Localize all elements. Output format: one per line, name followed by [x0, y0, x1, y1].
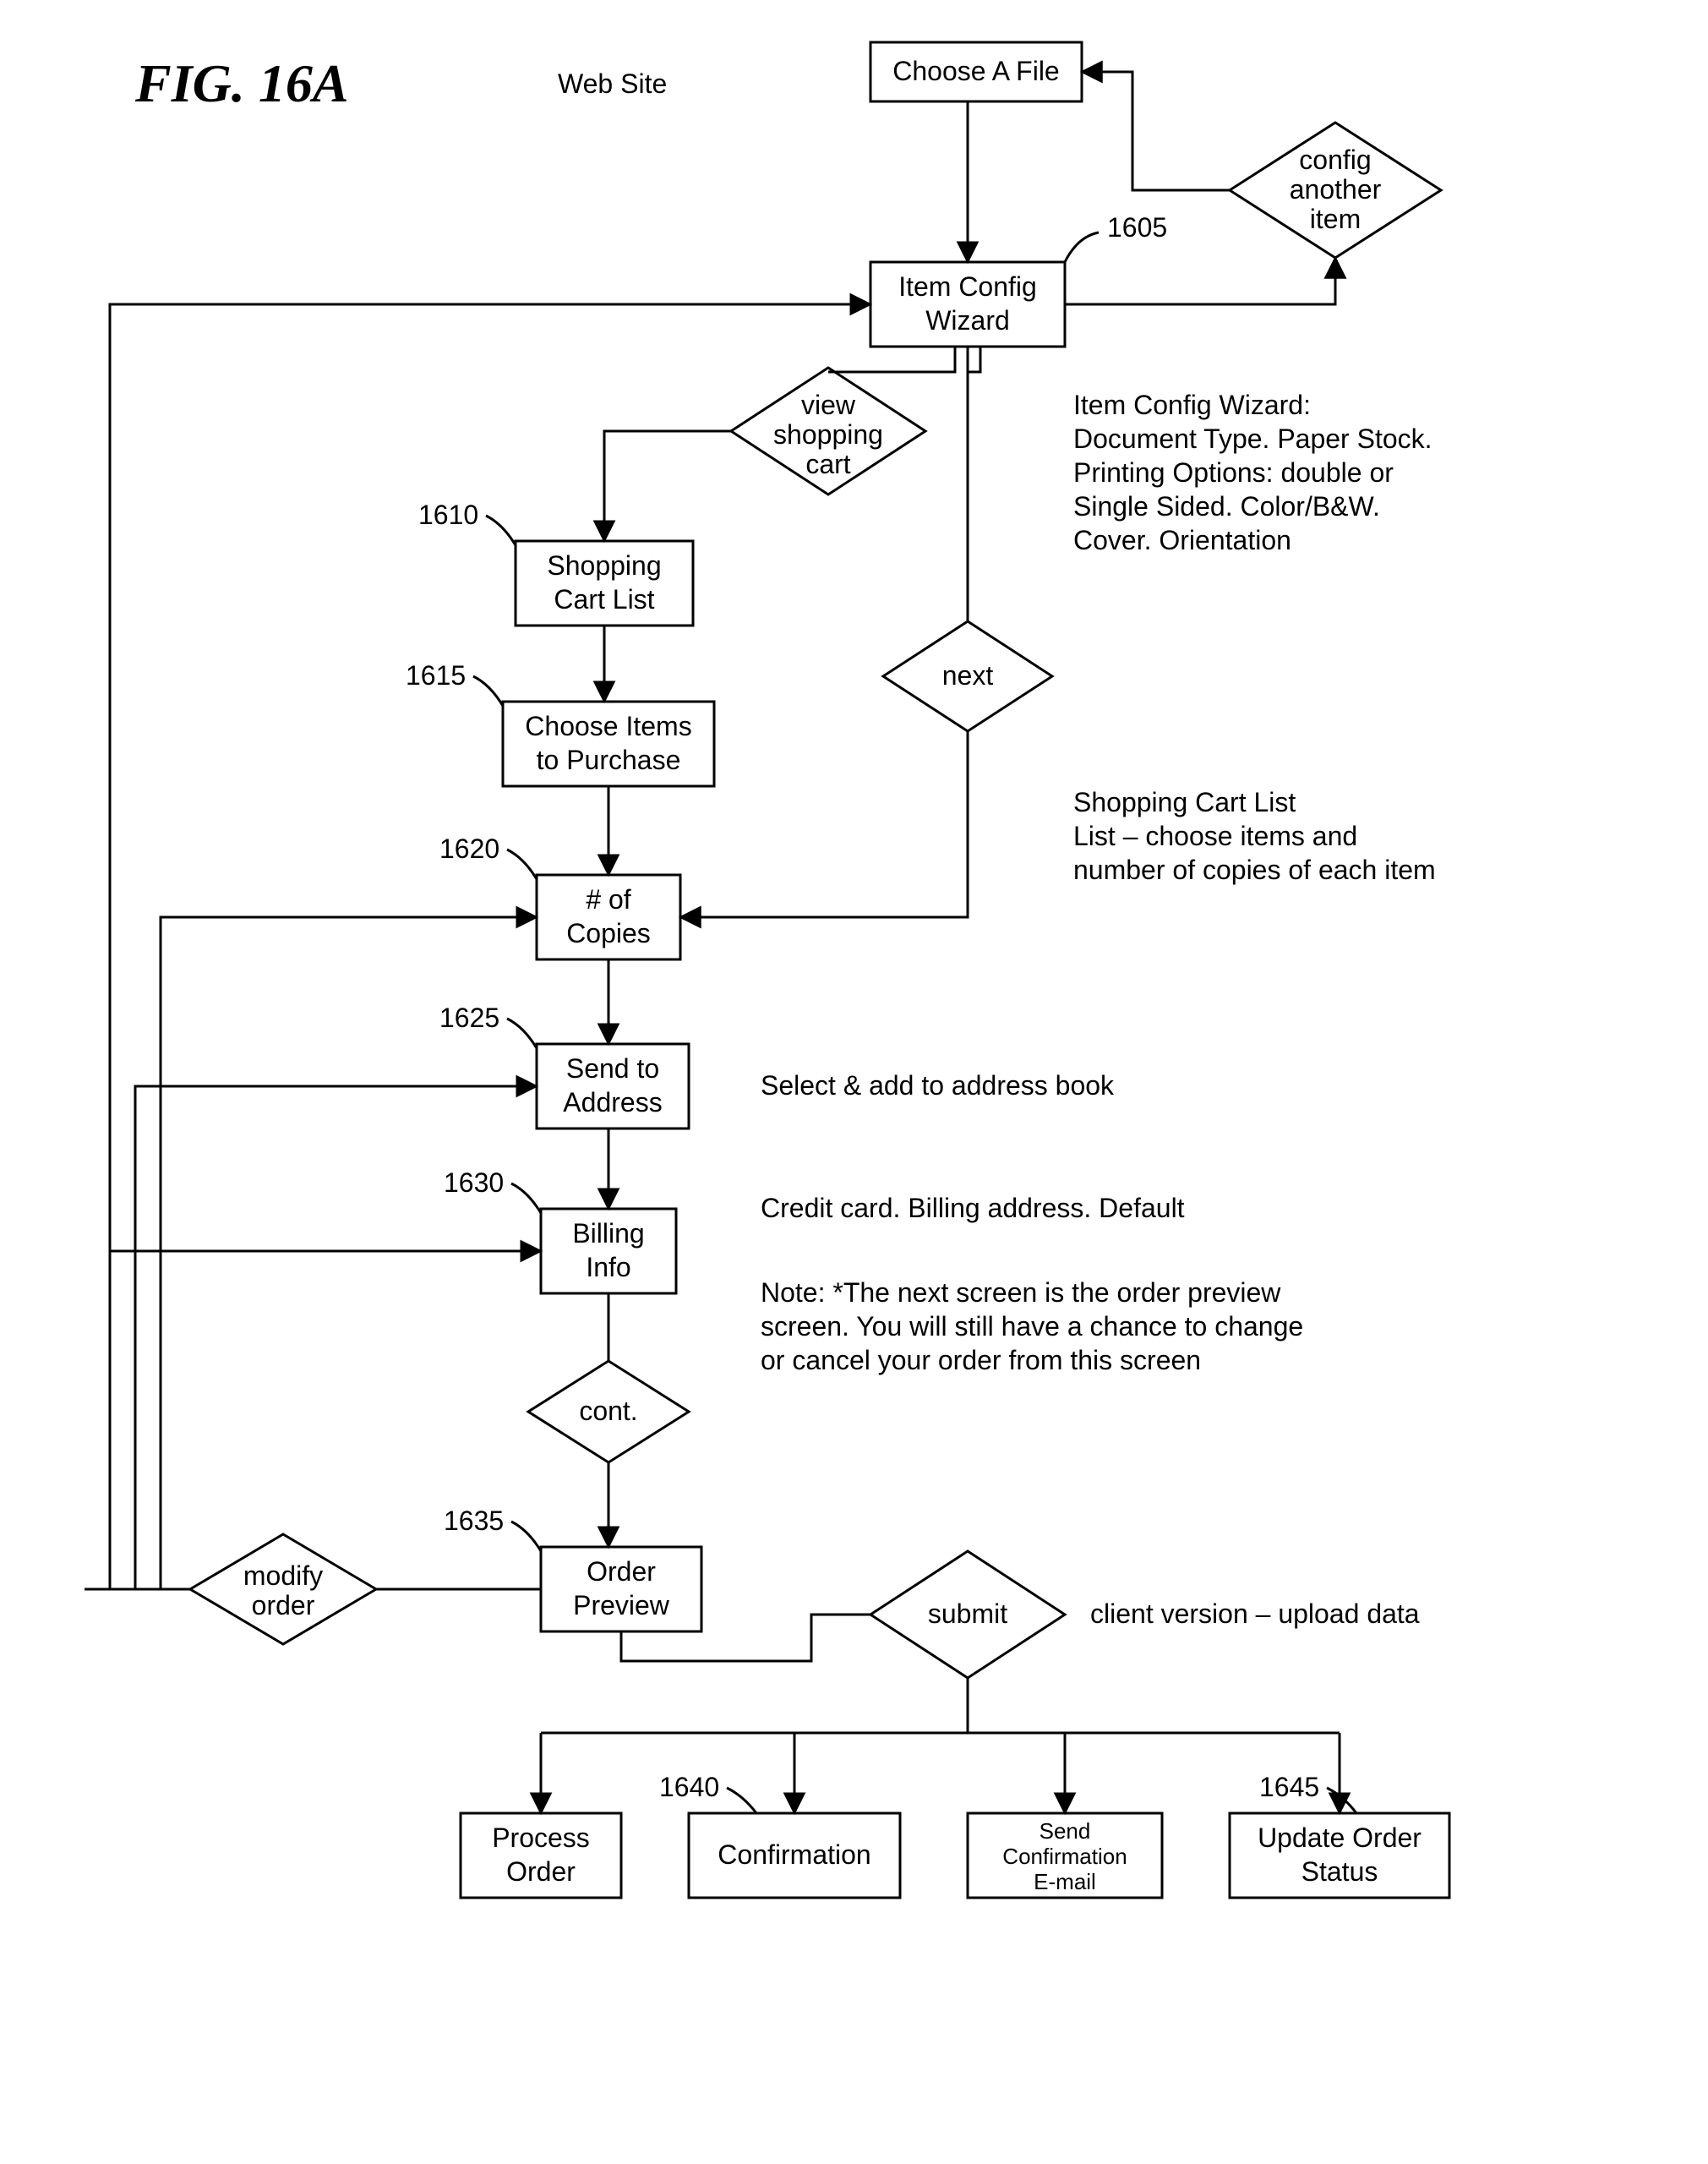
svg-text:Send to: Send to — [566, 1053, 659, 1084]
node-choose-items: Choose Items to Purchase — [503, 702, 714, 786]
svg-text:client version – upload data: client version – upload data — [1090, 1598, 1420, 1629]
annotation-billing: Credit card. Billing address. Default — [761, 1193, 1185, 1223]
svg-text:another: another — [1290, 174, 1382, 205]
decision-config-another-item: config another item — [1230, 123, 1441, 258]
svg-text:modify: modify — [243, 1560, 323, 1591]
svg-text:Copies: Copies — [566, 918, 651, 948]
svg-text:# of: # of — [586, 884, 630, 915]
svg-text:screen. You will still have a: screen. You will still have a chance to … — [761, 1311, 1303, 1342]
svg-text:view: view — [801, 390, 856, 420]
svg-text:Choose A File: Choose A File — [892, 56, 1059, 86]
ref-1620: 1620 — [439, 833, 499, 864]
node-shopping-cart-list: Shopping Cart List — [516, 541, 693, 626]
ref-1610: 1610 — [418, 500, 478, 530]
svg-text:E-mail: E-mail — [1034, 1869, 1096, 1894]
node-billing-info: Billing Info — [541, 1209, 676, 1293]
svg-text:item: item — [1310, 204, 1361, 234]
svg-text:submit: submit — [928, 1598, 1007, 1629]
ref-1605: 1605 — [1107, 212, 1167, 243]
svg-text:Preview: Preview — [573, 1590, 670, 1620]
node-confirmation: Confirmation — [689, 1813, 900, 1898]
ref-1645: 1645 — [1259, 1772, 1319, 1802]
svg-text:Order: Order — [587, 1556, 656, 1587]
svg-text:Address: Address — [563, 1087, 662, 1118]
node-update-order-status: Update Order Status — [1230, 1813, 1449, 1898]
svg-text:shopping: shopping — [773, 419, 883, 450]
svg-text:number of copies of each item: number of copies of each item — [1073, 855, 1436, 885]
node-process-order: Process Order — [461, 1813, 621, 1898]
svg-text:Printing Options: double or: Printing Options: double or — [1073, 457, 1394, 488]
svg-text:Confirmation: Confirmation — [1002, 1844, 1127, 1869]
svg-text:Status: Status — [1301, 1856, 1378, 1887]
svg-text:List – choose items and: List – choose items and — [1073, 821, 1357, 851]
svg-text:Shopping: Shopping — [547, 550, 661, 581]
annotation-note: Note: *The next screen is the order prev… — [761, 1277, 1303, 1375]
svg-text:Credit card. Billing address.: Credit card. Billing address. Default — [761, 1193, 1185, 1223]
svg-text:Shopping Cart List: Shopping Cart List — [1073, 787, 1296, 817]
svg-text:Cover. Orientation: Cover. Orientation — [1073, 525, 1291, 555]
decision-view-shopping-cart: view shopping cart — [731, 368, 925, 495]
flowchart-diagram: FIG. 16A Web Site Choose A File Item Con… — [0, 0, 1708, 2164]
decision-next: next — [883, 621, 1052, 731]
ref-1630: 1630 — [444, 1167, 504, 1198]
figure-title: FIG. 16A — [134, 53, 349, 113]
annotation-address: Select & add to address book — [761, 1070, 1115, 1101]
svg-text:or cancel your order from this: or cancel your order from this screen — [761, 1345, 1201, 1375]
svg-text:Confirmation: Confirmation — [718, 1839, 870, 1870]
svg-text:Single Sided. Color/B&W.: Single Sided. Color/B&W. — [1073, 491, 1380, 522]
svg-text:cart: cart — [805, 449, 850, 479]
ref-1640: 1640 — [659, 1772, 719, 1802]
svg-text:Wizard: Wizard — [925, 305, 1010, 336]
node-send-to-address: Send to Address — [537, 1044, 689, 1128]
node-send-confirmation-email: Send Confirmation E-mail — [968, 1813, 1162, 1898]
svg-text:Order: Order — [506, 1856, 576, 1887]
node-choose-file: Choose A File — [870, 42, 1082, 101]
decision-modify-order: modify order — [190, 1534, 376, 1644]
svg-text:to Purchase: to Purchase — [537, 745, 681, 775]
svg-text:Item Config Wizard:: Item Config Wizard: — [1073, 390, 1311, 420]
svg-text:cont.: cont. — [579, 1396, 637, 1426]
svg-text:order: order — [252, 1590, 315, 1620]
svg-text:Note: *The next screen is the: Note: *The next screen is the order prev… — [761, 1277, 1281, 1308]
decision-submit: submit — [870, 1551, 1065, 1678]
decision-cont: cont. — [528, 1361, 689, 1462]
svg-text:Update Order: Update Order — [1258, 1822, 1422, 1853]
header-label: Web Site — [558, 68, 667, 99]
svg-text:Send: Send — [1040, 1818, 1091, 1844]
svg-text:Cart List: Cart List — [554, 584, 654, 615]
ref-1615: 1615 — [406, 660, 466, 691]
annotation-wizard: Item Config Wizard: Document Type. Paper… — [1073, 390, 1432, 555]
svg-text:Document Type. Paper Stock.: Document Type. Paper Stock. — [1073, 424, 1432, 454]
node-order-preview: Order Preview — [541, 1547, 701, 1631]
svg-text:Billing: Billing — [572, 1218, 644, 1249]
svg-text:Choose Items: Choose Items — [525, 711, 691, 741]
svg-text:Process: Process — [492, 1822, 590, 1853]
ref-1625: 1625 — [439, 1003, 499, 1033]
svg-text:next: next — [942, 660, 994, 691]
node-copies: # of Copies — [537, 875, 680, 959]
annotation-submit: client version – upload data — [1090, 1598, 1420, 1629]
svg-text:Select & add to address book: Select & add to address book — [761, 1070, 1115, 1101]
annotation-cart: Shopping Cart List List – choose items a… — [1073, 787, 1436, 885]
ref-1635: 1635 — [444, 1506, 504, 1536]
svg-text:config: config — [1299, 145, 1371, 175]
svg-text:Item Config: Item Config — [898, 271, 1037, 302]
svg-text:Info: Info — [586, 1252, 630, 1282]
node-item-config-wizard: Item Config Wizard — [870, 262, 1065, 347]
